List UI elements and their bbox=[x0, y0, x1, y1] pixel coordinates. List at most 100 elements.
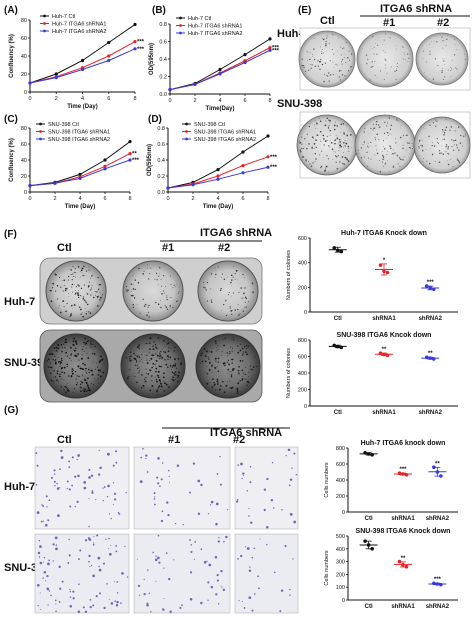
panel-letter-e: (E) bbox=[298, 5, 311, 16]
texture-dot bbox=[450, 126, 453, 128]
texture-dot bbox=[442, 78, 444, 80]
texture-dot bbox=[145, 368, 147, 370]
texture-dot bbox=[96, 291, 98, 293]
y-tick-label: 200 bbox=[336, 572, 345, 578]
texture-dot bbox=[424, 72, 425, 73]
texture-dot bbox=[74, 505, 76, 508]
texture-dot bbox=[64, 391, 66, 393]
texture-dot bbox=[92, 361, 94, 363]
texture-dot bbox=[161, 510, 164, 513]
texture-dot bbox=[425, 61, 427, 63]
texture-dot bbox=[203, 286, 205, 289]
texture-dot bbox=[441, 36, 443, 38]
texture-dot bbox=[243, 287, 245, 289]
texture-dot bbox=[97, 366, 99, 368]
texture-dot bbox=[225, 299, 227, 301]
legend-marker bbox=[185, 130, 188, 133]
texture-dot bbox=[148, 342, 151, 344]
texture-dot bbox=[251, 609, 254, 612]
texture-dot bbox=[409, 153, 411, 154]
texture-dot bbox=[151, 375, 153, 377]
texture-dot bbox=[148, 311, 150, 313]
texture-dot bbox=[80, 390, 82, 393]
texture-dot bbox=[141, 358, 142, 360]
texture-dot bbox=[173, 559, 175, 561]
texture-dot bbox=[242, 472, 245, 475]
texture-dot bbox=[250, 378, 252, 380]
texture-dot bbox=[238, 600, 240, 602]
texture-dot bbox=[389, 171, 390, 172]
f-snu-sh2-well bbox=[195, 333, 261, 399]
texture-dot bbox=[158, 365, 161, 368]
texture-dot bbox=[166, 298, 168, 301]
texture-dot bbox=[453, 140, 455, 142]
texture-dot bbox=[84, 388, 87, 391]
texture-dot bbox=[301, 156, 304, 158]
texture-dot bbox=[207, 599, 209, 601]
texture-dot bbox=[48, 590, 51, 592]
texture-dot bbox=[450, 68, 452, 70]
texture-dot bbox=[301, 64, 304, 67]
data-point bbox=[218, 67, 222, 72]
texture-dot bbox=[37, 551, 41, 555]
texture-dot bbox=[334, 142, 336, 145]
texture-dot bbox=[73, 275, 75, 277]
texture-dot bbox=[410, 139, 411, 141]
texture-dot bbox=[108, 513, 111, 515]
texture-dot bbox=[219, 483, 222, 486]
texture-dot bbox=[438, 142, 440, 144]
texture-dot bbox=[147, 264, 148, 266]
texture-dot bbox=[61, 371, 63, 374]
texture-dot bbox=[167, 513, 170, 517]
texture-dot bbox=[88, 476, 91, 479]
y-axis-label: OD(595nm) bbox=[149, 43, 155, 75]
texture-dot bbox=[131, 290, 132, 292]
texture-dot bbox=[391, 153, 393, 155]
texture-dot bbox=[435, 59, 437, 61]
texture-dot bbox=[55, 359, 57, 361]
texture-dot bbox=[129, 359, 132, 362]
texture-dot bbox=[292, 558, 294, 560]
texture-dot bbox=[40, 520, 43, 523]
texture-dot bbox=[443, 131, 446, 134]
texture-dot bbox=[301, 143, 303, 145]
texture-dot bbox=[390, 134, 392, 136]
e-snu-sh2-well bbox=[413, 116, 471, 174]
texture-dot bbox=[230, 387, 233, 389]
g-snu-ctl-texture bbox=[36, 534, 129, 614]
texture-dot bbox=[217, 345, 219, 347]
texture-dot bbox=[216, 579, 219, 582]
texture-dot bbox=[82, 606, 85, 609]
texture-dot bbox=[241, 379, 244, 381]
texture-dot bbox=[39, 561, 43, 565]
texture-dot bbox=[237, 345, 239, 347]
significance-label: ** bbox=[401, 556, 406, 562]
texture-dot bbox=[244, 546, 246, 548]
texture-dot bbox=[329, 122, 331, 124]
texture-dot bbox=[86, 353, 88, 355]
texture-dot bbox=[96, 534, 99, 537]
texture-dot bbox=[219, 385, 222, 387]
texture-dot bbox=[72, 308, 74, 309]
texture-dot bbox=[83, 350, 85, 352]
texture-dot bbox=[434, 41, 436, 43]
texture-dot bbox=[368, 133, 370, 134]
data-point bbox=[428, 286, 433, 290]
texture-dot bbox=[53, 370, 55, 372]
data-point bbox=[404, 473, 409, 477]
texture-dot bbox=[145, 343, 147, 344]
texture-dot bbox=[382, 151, 383, 153]
texture-dot bbox=[65, 338, 67, 341]
texture-dot bbox=[338, 37, 339, 39]
texture-dot bbox=[236, 270, 238, 272]
texture-dot bbox=[392, 153, 394, 155]
texture-dot bbox=[76, 382, 78, 384]
g-huh7-sh2-image bbox=[234, 446, 299, 530]
texture-dot bbox=[237, 558, 239, 560]
texture-dot bbox=[428, 135, 430, 138]
texture-dot bbox=[76, 375, 78, 377]
legend-marker bbox=[185, 137, 188, 141]
texture-dot bbox=[145, 372, 147, 374]
texture-dot bbox=[71, 279, 73, 281]
texture-dot bbox=[237, 308, 239, 311]
